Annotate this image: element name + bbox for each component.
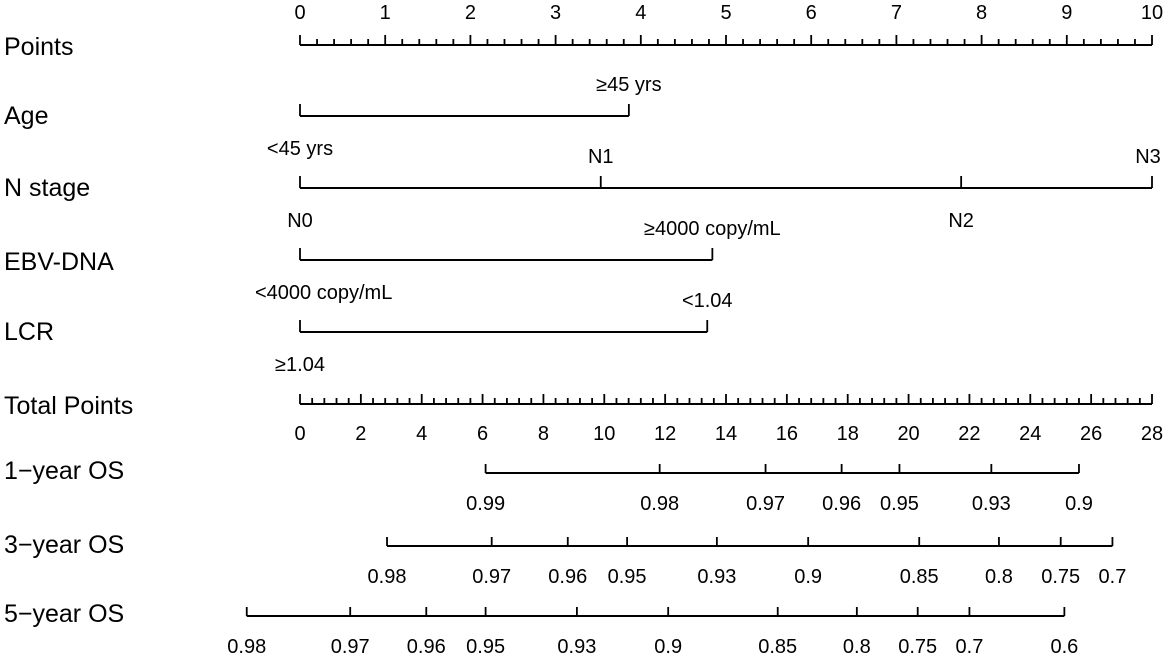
probability-label: 0.97 <box>746 493 785 515</box>
axis-1-year-os: 1−year OS 0.99 0.98 0.97 0.96 0.95 0.93 0.9 <box>4 457 1093 515</box>
tick-label: 14 <box>715 423 737 445</box>
level-label: N3 <box>1135 146 1161 168</box>
probability-label: 0.96 <box>407 636 446 658</box>
axis-name-total-points: Total Points <box>4 392 133 420</box>
probability-label: 0.96 <box>822 493 861 515</box>
probability-label: 0.99 <box>466 493 505 515</box>
level-label: <1.04 <box>682 290 733 312</box>
axis-name-1-year-os: 1−year OS <box>4 457 124 485</box>
probability-label: 0.75 <box>1041 566 1080 588</box>
axis-name-lcr: LCR <box>4 318 54 346</box>
level-label: <45 yrs <box>267 138 333 160</box>
tick-label: 8 <box>538 423 549 445</box>
probability-label: 0.9 <box>654 636 682 658</box>
tick-label: 20 <box>897 423 919 445</box>
probability-label: 0.8 <box>843 636 871 658</box>
probability-label: 0.9 <box>794 566 822 588</box>
tick-label: 22 <box>958 423 980 445</box>
tick-label: 2 <box>465 2 476 24</box>
tick-label: 10 <box>1141 2 1163 24</box>
tick-label: 5 <box>720 2 731 24</box>
axis-ebv-dna: EBV-DNA <4000 copy/mL ≥4000 copy/mL <box>4 218 781 304</box>
axis-age: Age <45 yrs ≥45 yrs <box>4 74 662 160</box>
axis-n-stage: N stage N0 N1 N2 N3 <box>4 146 1161 232</box>
probability-label: 0.9 <box>1065 493 1093 515</box>
probability-label: 0.98 <box>640 493 679 515</box>
probability-label: 0.6 <box>1050 636 1078 658</box>
probability-label: 0.95 <box>466 636 505 658</box>
axis-name-ebv-dna: EBV-DNA <box>4 248 114 276</box>
level-label: <4000 copy/mL <box>255 282 392 304</box>
tick-label: 12 <box>654 423 676 445</box>
tick-label: 24 <box>1019 423 1041 445</box>
probability-label: 0.8 <box>985 566 1013 588</box>
level-label: N2 <box>948 210 974 232</box>
axis-5-year-os: 5−year OS 0.98 0.97 0.96 0.95 0.93 0.9 0.85 0.8 0… <box>4 600 1078 658</box>
tick-label: 0 <box>294 2 305 24</box>
tick-label: 7 <box>891 2 902 24</box>
probability-label: 0.97 <box>472 566 511 588</box>
tick-label: 1 <box>380 2 391 24</box>
axis-name-3-year-os: 3−year OS <box>4 531 124 559</box>
probability-label: 0.7 <box>956 636 984 658</box>
probability-label: 0.98 <box>368 566 407 588</box>
probability-label: 0.97 <box>331 636 370 658</box>
axis-points: Points 0 1 2 3 4 5 6 7 8 9 10 <box>4 2 1163 61</box>
axis-name-points: Points <box>4 33 73 61</box>
probability-label: 0.95 <box>880 493 919 515</box>
probability-label: 0.75 <box>898 636 937 658</box>
tick-label: 6 <box>477 423 488 445</box>
probability-label: 0.93 <box>557 636 596 658</box>
axis-3-year-os: 3−year OS 0.98 0.97 0.96 0.95 0.93 0.9 0.85 0.8 0… <box>4 531 1126 588</box>
tick-label: 4 <box>635 2 646 24</box>
probability-label: 0.95 <box>608 566 647 588</box>
axis-name-n-stage: N stage <box>4 174 90 202</box>
axis-name-age: Age <box>4 102 48 130</box>
axis-name-5-year-os: 5−year OS <box>4 600 124 628</box>
probability-label: 0.7 <box>1099 566 1127 588</box>
level-label: N1 <box>588 146 614 168</box>
tick-label: 10 <box>593 423 615 445</box>
tick-label: 28 <box>1141 423 1163 445</box>
probability-label: 0.96 <box>548 566 587 588</box>
tick-label: 26 <box>1080 423 1102 445</box>
tick-label: 2 <box>355 423 366 445</box>
level-label: N0 <box>287 210 313 232</box>
level-label: ≥4000 copy/mL <box>644 218 781 240</box>
level-label: ≥45 yrs <box>596 74 661 96</box>
probability-label: 0.98 <box>227 636 266 658</box>
tick-label: 18 <box>837 423 859 445</box>
probability-label: 0.93 <box>697 566 736 588</box>
tick-label: 9 <box>1061 2 1072 24</box>
probability-label: 0.85 <box>900 566 939 588</box>
level-label: ≥1.04 <box>275 354 325 376</box>
probability-label: 0.85 <box>758 636 797 658</box>
tick-label: 3 <box>550 2 561 24</box>
axis-lcr: LCR ≥1.04 <1.04 <box>4 290 733 376</box>
tick-label: 6 <box>806 2 817 24</box>
tick-label: 0 <box>294 423 305 445</box>
tick-label: 4 <box>416 423 427 445</box>
tick-label: 8 <box>976 2 987 24</box>
tick-label: 16 <box>776 423 798 445</box>
probability-label: 0.93 <box>972 493 1011 515</box>
